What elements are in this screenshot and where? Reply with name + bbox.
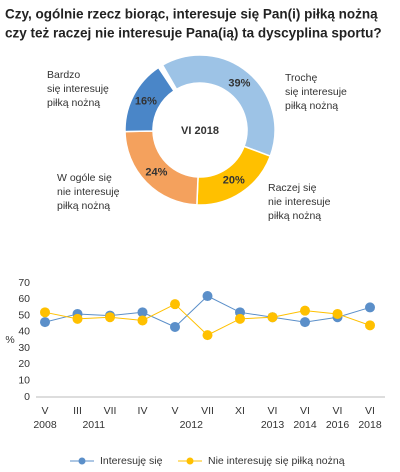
x-group-label: 2012 — [180, 419, 204, 431]
marker — [40, 307, 50, 318]
category-label: Raczej się — [268, 182, 317, 194]
x-group-label: 2018 — [358, 419, 382, 431]
marker — [137, 307, 148, 318]
y-tick-label: 20 — [18, 358, 30, 370]
category-label: się interesuje — [285, 86, 347, 98]
legend-label: Nie interesuję się piłką nożną — [208, 455, 345, 467]
x-tick-label: VI — [300, 405, 310, 417]
marker — [267, 312, 278, 323]
category-label: piłką nożną — [285, 100, 338, 112]
x-tick-label: XI — [235, 405, 245, 417]
x-tick-label: V — [171, 405, 178, 417]
marker — [170, 299, 180, 310]
category-label: Trochę — [285, 72, 317, 84]
center-label: VI 2018 — [181, 125, 219, 137]
x-tick-label: V — [41, 405, 48, 417]
marker — [202, 291, 213, 302]
marker — [202, 330, 213, 341]
marker — [365, 320, 375, 331]
x-group-label: 2008 — [33, 419, 57, 431]
x-group-label: 2014 — [293, 419, 317, 431]
y-tick-label: 10 — [18, 374, 30, 386]
marker — [137, 315, 148, 326]
x-tick-label: IV — [138, 405, 148, 417]
category-label: nie interesuję — [57, 186, 120, 198]
marker — [170, 321, 180, 332]
x-tick-label: VI — [268, 405, 278, 417]
x-tick-label: VII — [104, 405, 117, 417]
value-label: 24% — [145, 167, 167, 179]
marker — [332, 308, 343, 319]
category-label: się interesuję — [47, 83, 109, 95]
y-tick-label: 60 — [18, 293, 30, 305]
x-tick-label: VI — [365, 405, 375, 417]
legend-marker — [186, 457, 194, 465]
category-label: piłką nożną — [57, 200, 110, 212]
marker — [72, 313, 83, 324]
y-tick-label: 70 — [18, 277, 30, 289]
x-tick-label: VII — [201, 405, 214, 417]
category-label: piłką nożną — [47, 97, 100, 109]
legend-marker — [78, 457, 86, 465]
category-label: W ogóle się — [57, 172, 112, 184]
value-label: 16% — [135, 96, 157, 108]
category-label: piłką nożną — [268, 210, 321, 222]
value-label: 20% — [223, 175, 245, 187]
donut-segment — [124, 66, 176, 133]
value-label: 39% — [228, 77, 250, 89]
y-tick-label: 50 — [18, 309, 30, 321]
title-line: czy też raczej nie interesuje Pana(ią) t… — [5, 26, 382, 41]
y-axis-label: % — [5, 334, 14, 346]
y-tick-label: 30 — [18, 342, 30, 354]
y-tick-label: 40 — [18, 326, 30, 338]
marker — [105, 312, 115, 323]
donut-segment — [161, 54, 276, 158]
x-tick-label: III — [73, 405, 82, 417]
title-line: Czy, ogólnie rzecz biorąc, interesuje si… — [5, 7, 378, 22]
category-label: Bardzo — [47, 69, 80, 81]
legend-label: Interesuję się — [100, 455, 163, 467]
marker — [365, 302, 375, 313]
marker — [40, 317, 50, 328]
category-label: nie interesuje — [268, 196, 331, 208]
marker — [300, 305, 310, 316]
x-group-label: 2016 — [326, 419, 350, 431]
x-tick-label: VI — [333, 405, 343, 417]
x-group-label: 2011 — [82, 419, 105, 431]
marker — [235, 313, 245, 324]
marker — [300, 317, 310, 328]
x-group-label: 2013 — [261, 419, 285, 431]
y-tick-label: 0 — [24, 391, 30, 403]
